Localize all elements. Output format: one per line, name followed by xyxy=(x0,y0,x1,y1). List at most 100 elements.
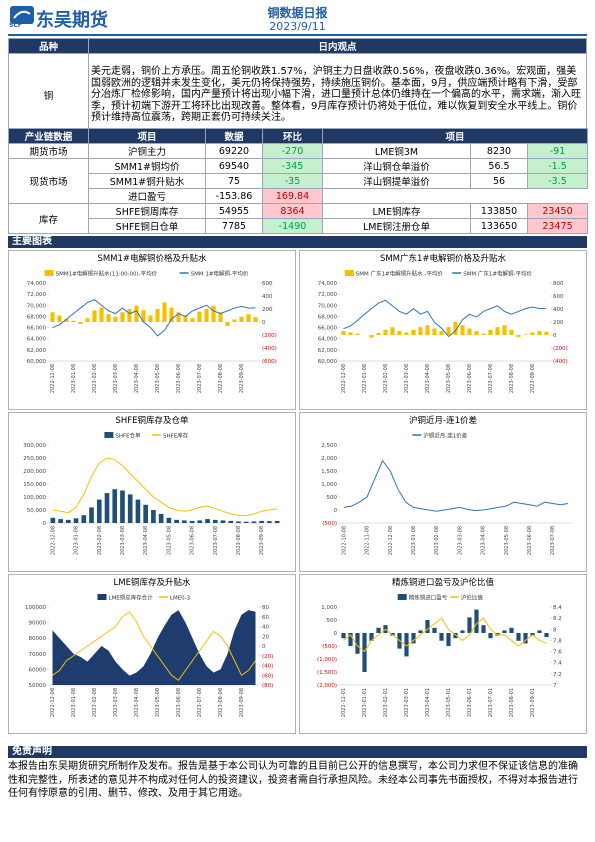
tick-label: 60000 xyxy=(29,667,47,673)
bar xyxy=(81,515,87,523)
view-row: 铜 美元走弱，铜价上方承压。周五伦铜收跌1.57%，沪铜主力日盘收跌0.56%，… xyxy=(8,53,587,137)
bar xyxy=(467,328,472,335)
x-tick-label: 2023-06-01 xyxy=(467,688,473,717)
chart-title: SHFE铜库存及仓单 xyxy=(115,415,189,426)
tick-label: (1,500) xyxy=(317,670,337,676)
bar xyxy=(197,520,203,523)
x-tick-label: 2023-05-08 xyxy=(446,364,452,393)
tick-label: 7.2 xyxy=(553,672,562,678)
bar xyxy=(253,317,258,322)
bar xyxy=(112,489,118,523)
bar xyxy=(143,504,148,523)
tick-label: 66,000 xyxy=(27,326,47,332)
x-tick-label: 2023-05-08 xyxy=(504,526,510,555)
chart-title: 精炼铜进口盈亏及沪伦比值 xyxy=(392,577,495,588)
bar xyxy=(355,333,360,335)
bar xyxy=(225,322,230,326)
item-cell: 洋山铜提单溢价 xyxy=(322,173,471,189)
report-title: 铜数据日报 xyxy=(267,6,328,20)
bar xyxy=(411,329,416,335)
tick-label: 600 xyxy=(553,294,564,300)
tick-label: 60,000 xyxy=(27,359,47,365)
bar xyxy=(425,325,430,335)
chart: LME铜库存及升贴水 LME铜总库存合计 LME0-3 50000 60000 70000… xyxy=(25,577,273,717)
tick-label: 2,500 xyxy=(321,443,337,449)
value-cell: -153.86 xyxy=(205,188,263,204)
tick-label: 100,000 xyxy=(23,495,46,501)
bar xyxy=(418,630,423,633)
bar xyxy=(544,331,549,335)
x-tick-label: 2022-11-08 xyxy=(365,526,371,555)
chart-panel: SHFE铜库存及仓单 SHFE仓单 SHFE库存 0 50,000 100,000 150,… xyxy=(8,412,296,572)
legend-label: 沪铜近月-连1价差 xyxy=(423,432,467,440)
legend-label: SMM 广东1#电解铜升贴水 -平均价 xyxy=(356,270,444,278)
x-tick-label: 2023-01-08 xyxy=(74,526,80,555)
x-tick-label: 2023-03-08 xyxy=(404,364,410,393)
header-row: 产业链数据 项目 数据 环比 项目 xyxy=(8,128,589,144)
x-tick-label: 2023-03-08 xyxy=(457,526,463,555)
legend-label: LME铜总库存合计 xyxy=(109,594,154,602)
tick-label: 8 xyxy=(553,627,557,633)
tick-label: 60,000 xyxy=(318,359,338,365)
tick-label: 68,000 xyxy=(27,314,47,320)
tick-label: (80) xyxy=(262,683,273,689)
bar xyxy=(239,316,244,322)
x-tick-label: 2023-08-08 xyxy=(509,364,515,393)
tick-label: 74,000 xyxy=(318,281,338,287)
x-tick-label: 2022-12-08 xyxy=(50,364,56,393)
bar xyxy=(243,521,249,523)
item-cell: 洋山铜仓单溢价 xyxy=(322,158,471,174)
logo-icon xyxy=(10,6,34,24)
bar xyxy=(404,633,409,657)
item-cell: SHFE铜周库存 xyxy=(88,203,206,219)
bar xyxy=(274,520,280,523)
bar xyxy=(369,335,374,338)
tick-label: 62,000 xyxy=(27,348,47,354)
bar xyxy=(64,318,69,322)
view-table: 品种 日内观点 铜 美元走弱，铜价上方承压。周五伦铜收跌1.57%，沪铜主力日盘… xyxy=(8,38,587,137)
bar xyxy=(236,521,241,523)
x-tick-label: 2023-07-08 xyxy=(197,688,203,717)
bar xyxy=(183,315,188,322)
x-tick-label: 2022-12-01 xyxy=(341,688,347,717)
view-text: 美元走弱，铜价上方承压。周五伦铜收跌1.57%，沪铜主力日盘收跌0.56%，夜盘… xyxy=(88,53,587,137)
x-tick-label: 2023-08-08 xyxy=(218,688,224,717)
line xyxy=(52,457,278,517)
tick-label: 8.4 xyxy=(553,605,562,611)
bar xyxy=(197,311,202,322)
x-tick-label: 2023-02-08 xyxy=(92,364,98,393)
line xyxy=(343,617,547,653)
legend-swatch xyxy=(104,432,114,438)
bar xyxy=(502,325,507,335)
tick-label: 200 xyxy=(262,307,273,313)
bar xyxy=(488,633,493,639)
header-cell: 品种 xyxy=(8,38,89,54)
legend-label: SMM1#电解铜升贴水(11:00:00)-平均价 xyxy=(56,270,158,278)
bar xyxy=(174,519,179,523)
legend-label: SMM 广东1#电解铜-平均价 xyxy=(463,270,532,278)
view-header: 品种 日内观点 xyxy=(8,38,587,54)
tick-label: 0 xyxy=(334,508,338,514)
bar xyxy=(523,334,528,335)
bar xyxy=(439,633,444,641)
chart-title: SMM广东1#电解铜价格及升贴水 xyxy=(380,253,507,264)
tick-label: 2,000 xyxy=(321,456,337,462)
x-tick-label: 2023-07-08 xyxy=(197,364,203,393)
legend-label: SHFE库存 xyxy=(163,432,189,440)
bar xyxy=(246,314,251,322)
tick-label: 70,000 xyxy=(27,303,47,309)
tick-label: 7.6 xyxy=(553,650,562,656)
chart-panel: SMM广东1#电解铜价格及升贴水 SMM 广东1#电解铜升贴水 -平均价 SMM 广… xyxy=(299,250,587,410)
x-tick-label: 2023-05-08 xyxy=(155,364,161,393)
tick-label: 0 xyxy=(262,320,266,326)
bar xyxy=(57,315,62,322)
tick-label: (500) xyxy=(322,521,337,527)
bar xyxy=(446,327,451,335)
tick-label: 7 xyxy=(553,683,557,689)
tick-label: (2,000) xyxy=(317,683,337,689)
tick-label: 1,000 xyxy=(321,605,337,611)
tick-label: (400) xyxy=(262,346,277,352)
x-tick-label: 2023-04-08 xyxy=(143,526,149,555)
tick-label: (400) xyxy=(553,359,568,365)
chart: SMM广东1#电解铜价格及升贴水 SMM 广东1#电解铜升贴水 -平均价 SMM 广… xyxy=(318,253,568,393)
